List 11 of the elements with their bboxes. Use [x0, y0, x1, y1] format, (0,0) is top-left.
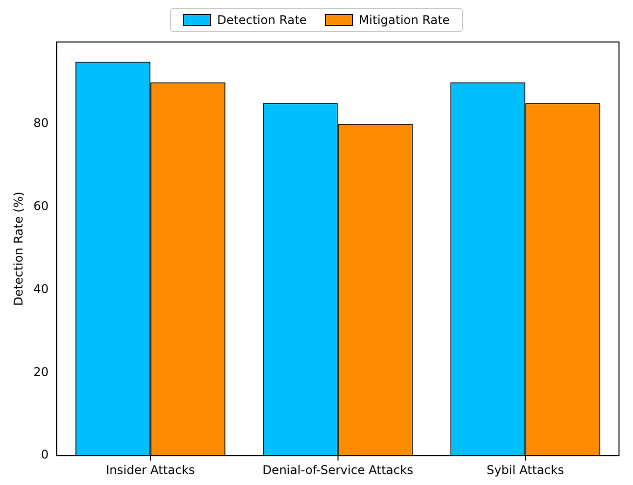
x-tick-label: Denial-of-Service Attacks — [262, 462, 414, 477]
legend-label: Mitigation Rate — [358, 13, 450, 27]
y-tick-label: 0 — [41, 448, 49, 462]
y-tick-label: 20 — [33, 364, 49, 379]
y-tick-label: 80 — [33, 116, 49, 130]
y-axis-title: Detection Rate (%) — [11, 192, 26, 306]
y-tick-label: 60 — [33, 198, 49, 213]
x-tick-label: Insider Attacks — [106, 462, 195, 477]
x-tick-label: Sybil Attacks — [486, 462, 564, 477]
y-tick-label: 40 — [33, 282, 49, 296]
legend-label: Detection Rate — [217, 13, 307, 27]
